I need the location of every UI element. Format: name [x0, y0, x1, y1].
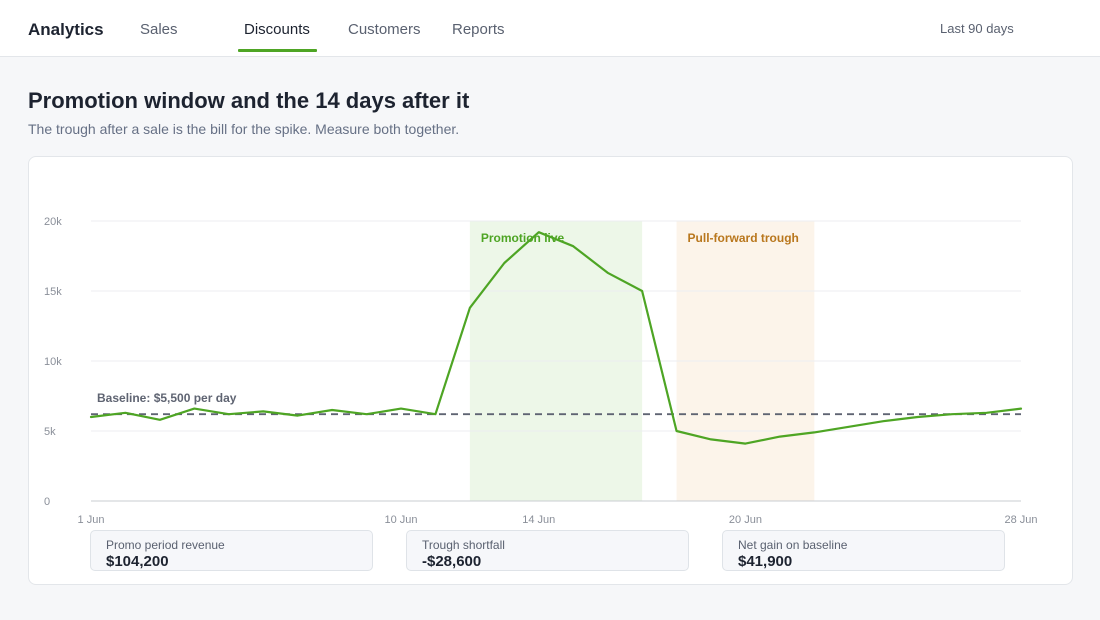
stat-value: $104,200: [106, 553, 169, 570]
stat-net-gain: Net gain on baseline $41,900: [722, 530, 1005, 571]
page-subtitle: The trough after a sale is the bill for …: [28, 121, 460, 137]
tab-discounts[interactable]: Discounts: [244, 21, 310, 38]
tab-sales[interactable]: Sales: [140, 21, 178, 38]
top-nav: Analytics Sales Discounts Customers Repo…: [0, 0, 1100, 57]
y-tick-label: 10k: [44, 356, 62, 368]
chart-card: 0 5k 10k 15k 20k 1 Jun 10 Jun 14 Jun 20 Jun 28 Ju…: [28, 156, 1073, 585]
stat-label: Trough shortfall: [422, 538, 505, 552]
tab-reports[interactable]: Reports: [452, 21, 505, 38]
x-tick-label: 1 Jun: [78, 514, 105, 526]
tab-customers[interactable]: Customers: [348, 21, 421, 38]
stat-promo-revenue: Promo period revenue $104,200: [90, 530, 373, 571]
x-tick-label: 10 Jun: [384, 514, 417, 526]
baseline-label: Baseline: $5,500 per day: [97, 391, 237, 405]
stat-label: Net gain on baseline: [738, 538, 848, 552]
y-tick-label: 5k: [44, 426, 56, 438]
page-title: Promotion window and the 14 days after i…: [28, 88, 470, 113]
promotion-chart: 0 5k 10k 15k 20k 1 Jun 10 Jun 14 Jun 20 Jun 28 Ju…: [44, 216, 1038, 526]
x-tick-label: 20 Jun: [729, 514, 762, 526]
x-tick-label: 14 Jun: [522, 514, 555, 526]
active-tab-indicator: [238, 49, 317, 52]
x-tick-label: 28 Jun: [1004, 514, 1037, 526]
y-tick-label: 0: [44, 496, 50, 508]
daily-revenue-line: [89, 231, 1023, 445]
stat-label: Promo period revenue: [106, 538, 225, 552]
stat-value: -$28,600: [422, 553, 482, 570]
date-range-selector[interactable]: Last 90 days: [940, 21, 1014, 36]
trough-band-label: Pull-forward trough: [688, 231, 799, 245]
stat-trough-shortfall: Trough shortfall -$28,600: [406, 530, 689, 571]
y-tick-label: 20k: [44, 216, 62, 228]
app-brand: Analytics: [28, 20, 104, 39]
y-tick-label: 15k: [44, 286, 62, 298]
stat-value: $41,900: [738, 553, 793, 570]
